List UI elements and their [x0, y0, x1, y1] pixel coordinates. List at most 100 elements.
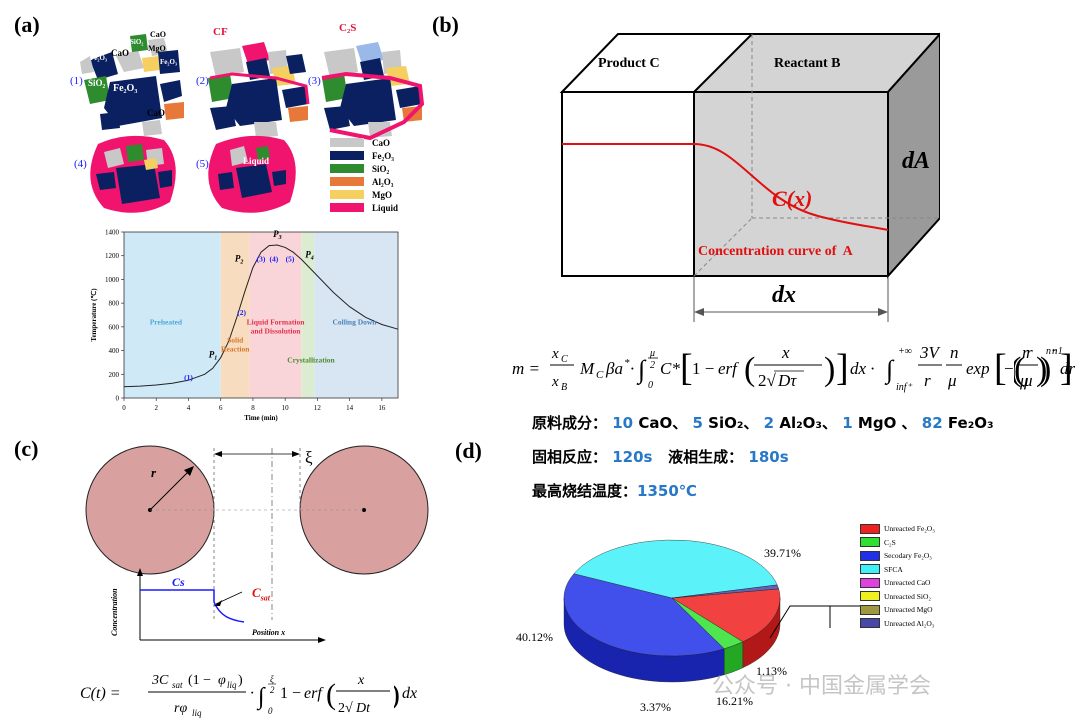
pie-legend-swatch — [860, 577, 880, 588]
svg-text:M: M — [579, 359, 595, 378]
max-temperature-line: 最高烧结温度：1350℃ — [532, 482, 697, 500]
panel-label-c: (c) — [14, 436, 39, 461]
svg-text:erf: erf — [304, 685, 324, 702]
step-label: (1) — [184, 373, 193, 382]
grain-label: Fe₂O₃ — [160, 58, 178, 66]
legend-item: Al₂O₃ — [330, 175, 398, 188]
product-front-face — [561, 91, 695, 277]
y-tick-label: 1200 — [105, 252, 120, 260]
svg-text:0: 0 — [648, 380, 653, 391]
stage-number-4: (4) — [74, 158, 87, 170]
pie-legend-swatch — [860, 523, 880, 534]
region-label: Solid — [227, 335, 244, 344]
concentration-equation: C(t) = 3C sat (1 − φ liq) rφ liq · ∫ ξ2 0 1… — [80, 673, 390, 718]
svg-text:dr: dr — [1060, 359, 1076, 378]
panel-label-d: (d) — [455, 438, 482, 463]
cf-callout: CF — [213, 26, 228, 38]
svg-text:1 −: 1 − — [280, 685, 301, 702]
stage-number-3: (3) — [308, 75, 321, 87]
svg-text:(: ( — [1014, 351, 1021, 388]
pie-legend-label: SFCA — [884, 564, 903, 574]
legend-swatch — [330, 164, 364, 173]
svg-text:μ: μ — [649, 348, 655, 359]
svg-text:2: 2 — [270, 685, 275, 695]
grain-label: Fe₂O₃ — [90, 54, 108, 62]
watermark: 公众号 · 中国金属学会 — [712, 674, 931, 699]
stage-number-5: (5) — [196, 158, 209, 170]
svg-text:n−1: n−1 — [1046, 346, 1063, 357]
svg-text:[: [ — [994, 347, 1007, 389]
svg-text:liq: liq — [227, 680, 237, 690]
svg-text:3C: 3C — [151, 673, 169, 688]
stage-2-aggregate — [208, 42, 310, 138]
concentration-profile — [140, 589, 245, 623]
svg-text:−: − — [1004, 359, 1014, 378]
legend-item: Fe₂O₃ — [330, 149, 398, 162]
svg-text:dx: dx — [402, 685, 417, 702]
x-tick-label: 14 — [346, 404, 354, 412]
grain-label: Fe₂O₃ — [113, 83, 138, 94]
svg-text:erf: erf — [718, 359, 739, 378]
grain-label: CaO — [111, 48, 129, 58]
svg-text:): ) — [1040, 351, 1051, 388]
svg-text:(1 −: (1 − — [188, 673, 211, 688]
region-label: Preheated — [150, 317, 183, 326]
svg-text:[: [ — [680, 347, 693, 389]
pie-legend-swatch — [860, 550, 880, 561]
y-tick-label: 1400 — [105, 229, 120, 237]
region-label: Liquid Formation — [247, 317, 306, 326]
key-point-label: P3 — [273, 229, 282, 241]
svg-text:sat: sat — [172, 680, 183, 690]
stage-number-1: (1) — [70, 75, 83, 87]
x-tick-label: 6 — [219, 404, 223, 412]
svg-text:(: ( — [744, 351, 755, 388]
pie-slice — [671, 588, 781, 643]
temperature-time-chart: 0 2 4 6 8 10 12 14 16 0 200 400 600 800 1000 1200 1400 Ti… — [90, 229, 399, 422]
y-axis-label: Temperature (℃) — [90, 288, 98, 342]
svg-text:*: * — [624, 357, 630, 369]
step-label: (2) — [237, 308, 246, 317]
stage-5-aggregate — [208, 135, 296, 213]
legend-swatch — [330, 177, 364, 186]
dx-label: dx — [772, 282, 796, 308]
svg-text:(: ( — [326, 678, 336, 711]
svg-text:exp: exp — [966, 359, 990, 378]
grain-label: CaO — [150, 30, 166, 39]
svg-text:ξ: ξ — [270, 674, 274, 684]
temperature-curve — [123, 244, 399, 388]
legend-label: Al₂O₃ — [372, 176, 394, 187]
legend-item: Liquid — [330, 201, 398, 214]
legend-label: SiO₂ — [372, 163, 390, 174]
svg-text:x: x — [551, 346, 559, 362]
svg-text:x: x — [357, 673, 365, 688]
legend-label: CaO — [372, 137, 390, 148]
radius-line — [149, 467, 193, 511]
concentration-curve — [562, 143, 889, 231]
svg-text:φ: φ — [218, 673, 226, 688]
svg-text:n: n — [950, 343, 959, 362]
svg-text:dx ·: dx · — [850, 359, 875, 378]
chart-region — [314, 232, 398, 398]
svg-text:r: r — [1022, 343, 1029, 362]
chart-region — [249, 232, 302, 398]
pie-legend-swatch — [860, 591, 880, 602]
panel-label-a: (a) — [14, 12, 40, 37]
step-label: (5) — [286, 255, 295, 264]
stage-1-aggregate — [80, 34, 184, 136]
legend-item: CaO — [330, 136, 398, 149]
y-tick-label: 800 — [109, 300, 120, 308]
liquid-callout: Liquid — [243, 156, 270, 166]
legend-item: MgO — [330, 188, 398, 201]
legend-swatch — [330, 190, 364, 199]
step-label: (3) — [257, 255, 266, 264]
product-c-label: Product C — [598, 56, 660, 71]
pie-slice — [563, 573, 725, 657]
key-point-label: P4 — [305, 249, 314, 261]
y-tick-label: 600 — [109, 323, 120, 331]
svg-text:μ: μ — [1019, 371, 1029, 390]
svg-text:]: ] — [1060, 347, 1073, 389]
pie-percent-label: 3.37% — [640, 700, 671, 714]
x-tick-label: 4 — [187, 404, 191, 412]
curve-caption: Concentration curve of A — [698, 244, 853, 259]
